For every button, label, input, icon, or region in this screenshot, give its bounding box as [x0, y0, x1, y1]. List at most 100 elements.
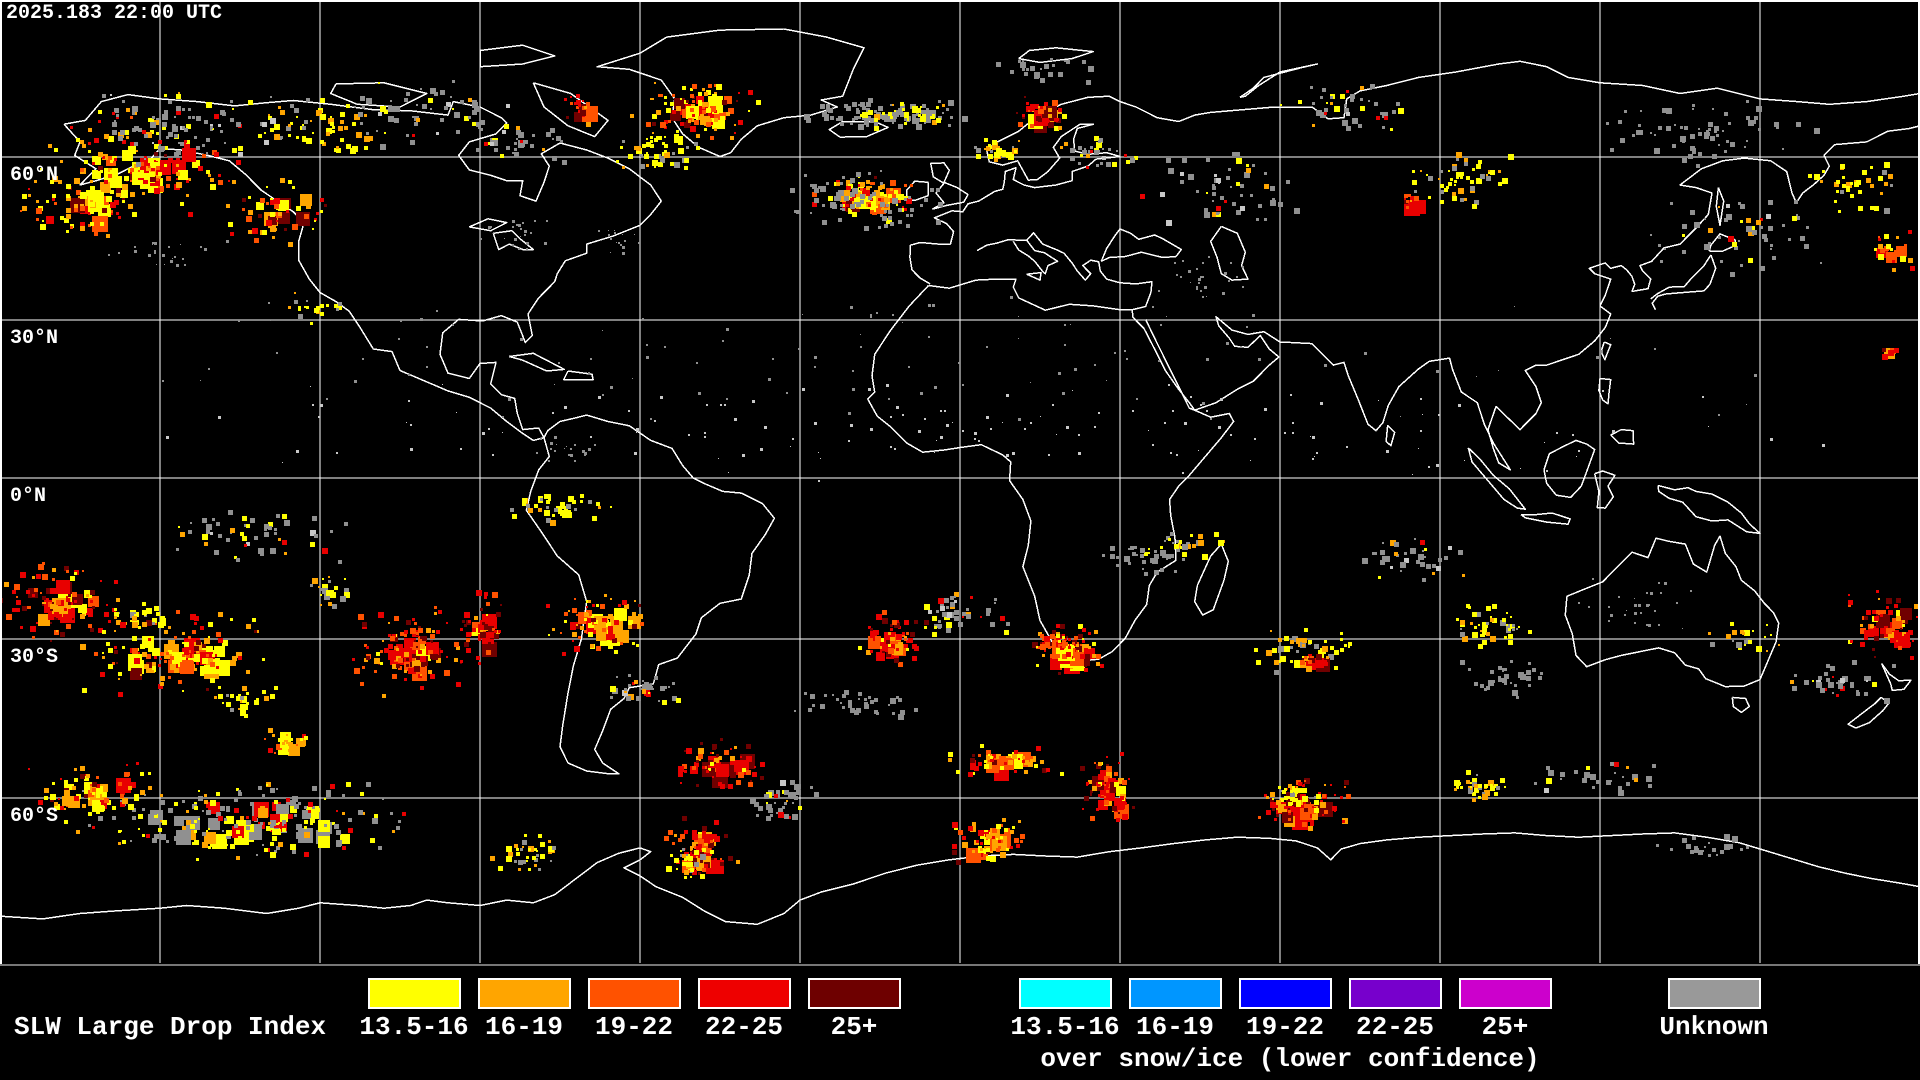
data-pixel — [1472, 204, 1477, 209]
data-pixel — [296, 832, 303, 839]
data-pixel — [352, 122, 356, 126]
data-pixel — [366, 132, 369, 135]
data-pixel — [848, 704, 852, 708]
data-pixel — [1096, 662, 1100, 666]
data-pixel — [190, 614, 196, 620]
data-pixel — [920, 116, 926, 122]
data-pixel — [636, 432, 637, 433]
data-pixel — [550, 128, 555, 133]
data-pixel — [596, 646, 601, 651]
data-pixel — [696, 134, 700, 138]
data-pixel — [858, 124, 864, 130]
data-pixel — [1596, 780, 1600, 784]
data-pixel — [1212, 192, 1216, 196]
data-pixel — [432, 654, 438, 660]
coastline-path — [1026, 271, 1042, 281]
data-pixel — [1692, 108, 1694, 110]
data-pixel — [176, 106, 181, 111]
data-pixel — [268, 302, 270, 304]
data-pixel — [952, 844, 957, 849]
data-pixel — [276, 744, 282, 750]
data-pixel — [1380, 112, 1383, 115]
data-pixel — [1708, 842, 1710, 844]
data-pixel — [146, 620, 152, 626]
data-pixel — [1410, 200, 1412, 202]
data-pixel — [1154, 570, 1159, 575]
data-pixel — [1610, 148, 1614, 152]
data-pixel — [194, 806, 198, 810]
data-pixel — [442, 384, 443, 385]
data-pixel — [174, 134, 178, 138]
data-pixel — [832, 204, 837, 209]
data-pixel — [714, 84, 717, 87]
data-pixel — [186, 816, 200, 830]
data-pixel — [1324, 660, 1327, 663]
data-pixel — [924, 110, 930, 116]
data-pixel — [160, 834, 166, 840]
data-pixel — [228, 510, 233, 515]
data-pixel — [650, 144, 654, 148]
data-pixel — [1864, 676, 1869, 681]
data-pixel — [646, 356, 649, 359]
data-pixel — [646, 138, 648, 140]
data-pixel — [842, 204, 845, 207]
data-pixel — [1230, 434, 1232, 436]
data-pixel — [1418, 448, 1419, 449]
data-pixel — [1038, 106, 1041, 109]
data-pixel — [1518, 672, 1524, 678]
data-pixel — [694, 762, 699, 767]
data-pixel — [88, 212, 91, 215]
data-pixel — [344, 592, 350, 598]
data-pixel — [1382, 556, 1386, 560]
data-pixel — [480, 238, 482, 240]
data-pixel — [62, 796, 72, 806]
data-pixel — [244, 714, 248, 718]
data-pixel — [310, 530, 316, 536]
data-pixel — [356, 132, 362, 138]
data-pixel — [134, 142, 138, 146]
data-pixel — [760, 448, 763, 451]
data-pixel — [320, 140, 324, 144]
data-pixel — [1232, 152, 1236, 156]
data-pixel — [1718, 206, 1720, 208]
data-pixel — [1498, 170, 1501, 173]
data-pixel — [610, 386, 613, 389]
data-pixel — [1320, 96, 1323, 99]
data-pixel — [270, 320, 271, 321]
data-pixel — [1018, 338, 1019, 339]
data-pixel — [396, 648, 399, 651]
data-pixel — [1230, 262, 1232, 264]
data-pixel — [1904, 634, 1909, 639]
data-pixel — [1302, 638, 1307, 643]
data-pixel — [1766, 214, 1771, 219]
coastline-path — [866, 278, 1235, 666]
data-pixel — [30, 626, 36, 632]
data-pixel — [474, 616, 478, 620]
data-pixel — [682, 86, 686, 90]
data-pixel — [396, 826, 400, 830]
snow-ice-category-4-label: 25+ — [1481, 1012, 1529, 1042]
data-pixel — [1860, 628, 1866, 634]
data-pixel — [456, 130, 460, 134]
data-pixel — [206, 810, 211, 815]
data-pixel — [1482, 794, 1488, 800]
data-pixel — [208, 660, 211, 663]
data-pixel — [86, 774, 90, 778]
coastlines — [0, 28, 1920, 926]
data-pixel — [550, 448, 552, 450]
data-pixel — [240, 820, 250, 830]
data-pixel — [730, 772, 736, 778]
data-pixel — [478, 662, 481, 665]
data-pixel — [146, 834, 150, 838]
data-pixel — [114, 646, 117, 649]
data-pixel — [1292, 432, 1294, 434]
data-pixel — [878, 198, 881, 201]
data-pixel — [622, 600, 627, 605]
data-pixel — [672, 696, 677, 701]
data-pixel — [708, 842, 710, 844]
data-pixel — [1270, 186, 1275, 191]
data-pixel — [486, 650, 491, 655]
data-pixel — [1064, 324, 1066, 326]
data-pixel — [270, 198, 273, 201]
data-pixel — [104, 798, 109, 803]
